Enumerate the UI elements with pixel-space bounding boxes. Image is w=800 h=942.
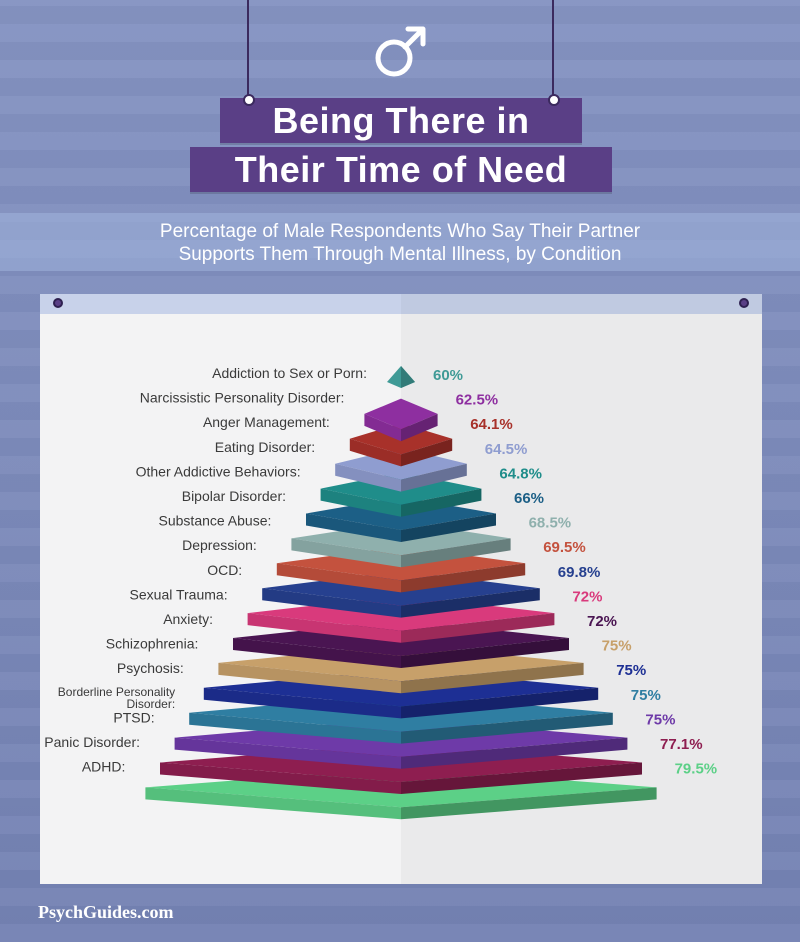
pyramid-tier-right (401, 712, 613, 744)
pyramid-tier-left (306, 513, 401, 542)
pyramid-tier-top (364, 398, 438, 430)
pyramid-tier-left (335, 463, 401, 492)
value-label: 62.5% (456, 392, 499, 409)
title-line-2: Their Time of Need (190, 147, 612, 192)
pyramid-tier-left (320, 488, 401, 517)
value-label: 75% (645, 711, 675, 728)
category-label: Bipolar Disorder: (182, 488, 286, 504)
footer-brand: PsychGuides.com (38, 902, 174, 922)
subtitle-line-2: Supports Them Through Mental Illness, by… (178, 244, 622, 265)
category-label: Eating Disorder: (215, 439, 315, 455)
category-label: Borderline Personality Disorder: (58, 685, 175, 711)
pyramid-tier-right (401, 613, 555, 643)
value-label: 72% (572, 588, 602, 605)
panel-pin-left (53, 298, 63, 308)
pyramid-tier-right (401, 787, 657, 820)
value-label: 64.8% (499, 465, 542, 482)
pyramid-tier-left (233, 638, 401, 668)
value-label: 72% (587, 613, 617, 630)
pyramid-tier-left (364, 413, 401, 442)
hang-string-left (247, 0, 249, 98)
subtitle-line-1: Percentage of Male Respondents Who Say T… (159, 221, 641, 242)
pyramid-tier-left (160, 762, 401, 794)
pyramid-tier-left (349, 438, 401, 467)
category-label: Anxiety: (163, 611, 213, 627)
value-label: 68.5% (529, 515, 572, 532)
pyramid-tier-left (291, 538, 401, 568)
title-text-1: Being There in (272, 100, 530, 141)
pyramid-tier-right (401, 413, 438, 442)
pyramid-tier-right (401, 588, 540, 618)
value-label: 79.5% (675, 761, 718, 778)
category-label: PTSD: (113, 709, 154, 725)
pyramid-tier-right (401, 488, 482, 517)
value-label: 77.1% (660, 736, 703, 753)
panel-pin-right (739, 298, 749, 308)
value-label: 64.1% (470, 416, 513, 433)
title-pin-left (243, 94, 255, 106)
value-label: 75% (616, 662, 646, 679)
pyramid-tier-left (262, 588, 401, 618)
value-label: 69.8% (558, 564, 601, 581)
category-label: Panic Disorder: (44, 734, 140, 750)
category-label: Sexual Trauma: (130, 586, 228, 602)
category-label: Depression: (182, 537, 257, 553)
category-label: Schizophrenia: (106, 636, 199, 652)
title-line-1: Being There in (220, 98, 582, 143)
category-label: Psychosis: (117, 660, 184, 676)
category-label: Addiction to Sex or Porn: (212, 365, 367, 381)
pyramid-tier-left (174, 737, 401, 769)
pyramid-tier-left (276, 563, 401, 593)
pyramid-tier-right (401, 687, 599, 719)
hang-string-right (552, 0, 554, 98)
pyramid-tier-right (401, 463, 467, 492)
category-label: Anger Management: (203, 414, 330, 430)
pyramid-tier-right (401, 563, 526, 593)
category-label: ADHD: (82, 759, 126, 775)
category-label: OCD: (207, 562, 242, 578)
value-label: 60% (433, 367, 463, 384)
pyramid-tier (387, 366, 415, 388)
pyramid-tier-left (189, 712, 401, 744)
pyramid-tier-right (401, 513, 496, 542)
pyramid-tier (364, 398, 438, 442)
value-label: 69.5% (543, 539, 586, 556)
pyramid-tier-left (218, 662, 401, 694)
value-label: 75% (602, 638, 632, 655)
male-symbol-icon (375, 26, 426, 77)
pyramid-tier-left (145, 787, 401, 820)
title-text-2: Their Time of Need (234, 149, 568, 190)
pyramid-tier-left (203, 687, 401, 719)
category-label: Other Addictive Behaviors: (136, 463, 301, 479)
category-label: Narcissistic Personality Disorder: (140, 390, 345, 406)
subtitle-band (0, 213, 800, 271)
pyramid-tier-right (401, 737, 628, 769)
subtitle: Percentage of Male Respondents Who Say T… (0, 220, 800, 266)
category-label: Substance Abuse: (159, 513, 272, 529)
value-label: 66% (514, 490, 544, 507)
value-label: 64.5% (485, 441, 528, 458)
value-label: 75% (631, 687, 661, 704)
pyramid-tier-right (401, 638, 569, 668)
pyramid-tier-side (401, 366, 415, 388)
pyramid-tier-right (401, 538, 511, 568)
pyramid-tier-right (401, 762, 642, 794)
title-pin-right (548, 94, 560, 106)
pyramid-tier-right (401, 662, 584, 694)
panel-header-strip (40, 294, 762, 314)
pyramid-tier-left (247, 613, 401, 643)
pyramid-tier-right (401, 438, 453, 467)
